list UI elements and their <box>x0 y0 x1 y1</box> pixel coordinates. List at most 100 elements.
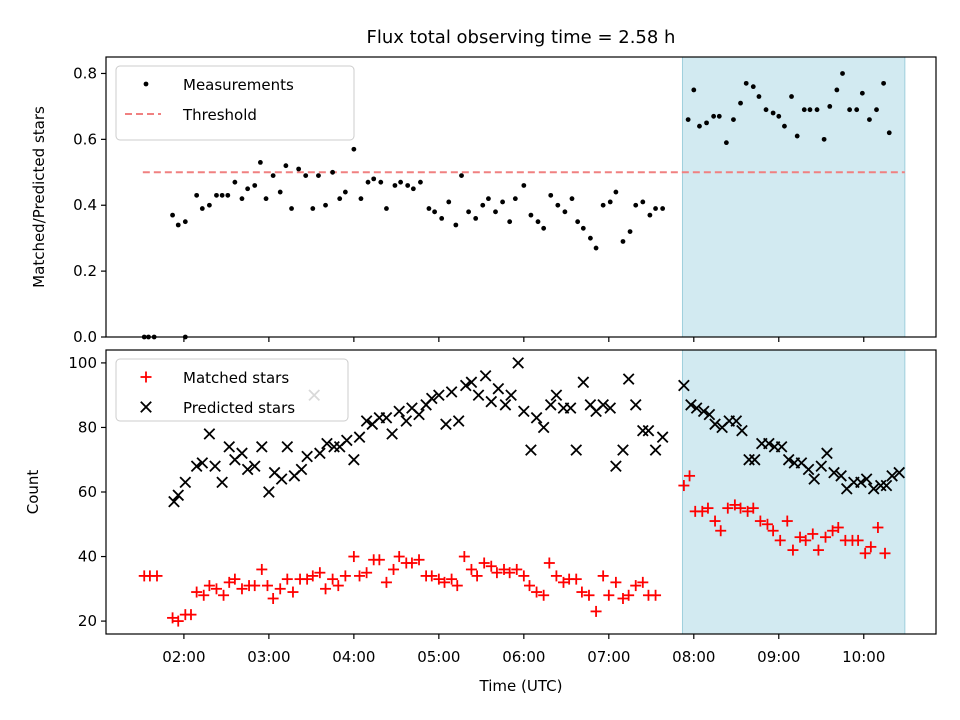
data-point <box>623 589 635 601</box>
data-point <box>255 440 268 453</box>
data-point <box>378 179 384 185</box>
data-point <box>815 460 828 473</box>
data-point <box>743 80 749 86</box>
data-point <box>650 589 662 601</box>
data-point <box>548 192 554 198</box>
data-point <box>832 522 844 533</box>
data-point <box>277 189 283 195</box>
data-point <box>281 573 293 585</box>
data-point <box>610 460 622 473</box>
data-point <box>530 411 543 424</box>
data-point <box>630 580 642 592</box>
data-point <box>604 402 617 414</box>
data-point <box>835 470 847 482</box>
data-point <box>748 453 761 466</box>
data-point <box>248 460 261 473</box>
data-point <box>767 525 779 537</box>
data-point <box>388 563 400 575</box>
data-point <box>512 196 518 202</box>
data-point <box>499 399 512 411</box>
data-point <box>151 570 163 582</box>
data-point <box>834 87 840 93</box>
y-tick-label: 0.6 <box>73 130 97 148</box>
data-point <box>597 570 609 582</box>
data-point <box>473 216 479 221</box>
data-point <box>537 421 550 434</box>
data-point <box>756 94 762 99</box>
data-point <box>301 450 313 463</box>
data-point <box>168 495 180 508</box>
y-tick-label: 0.8 <box>73 64 97 82</box>
legend-swatch <box>143 81 149 87</box>
data-point <box>310 206 316 211</box>
data-point <box>855 476 867 489</box>
data-point <box>617 444 629 456</box>
data-point <box>316 173 321 178</box>
data-point <box>216 476 228 489</box>
data-point <box>440 418 452 431</box>
data-point <box>535 219 541 225</box>
legend-label: Measurements <box>183 76 294 94</box>
data-point <box>245 186 251 192</box>
data-point <box>198 589 210 601</box>
data-point <box>182 219 188 225</box>
data-point <box>439 576 451 588</box>
data-point <box>775 440 788 453</box>
data-point <box>880 479 893 492</box>
data-point <box>323 202 328 208</box>
data-point <box>295 463 308 476</box>
x-tick-label: 10:00 <box>842 648 885 666</box>
data-point <box>348 551 360 563</box>
data-point <box>203 428 216 440</box>
data-point <box>583 589 595 601</box>
data-point <box>252 183 258 188</box>
y-tick-label: 100 <box>68 354 97 372</box>
data-point <box>613 189 619 195</box>
data-point <box>525 444 537 456</box>
legend-swatch <box>140 401 152 413</box>
data-point <box>353 431 366 443</box>
data-point <box>418 179 423 185</box>
data-point <box>453 222 459 228</box>
data-point <box>413 554 425 566</box>
data-point <box>358 196 364 202</box>
x-axis-label: Time (UTC) <box>479 677 563 695</box>
data-point <box>446 573 458 585</box>
data-point <box>185 609 197 621</box>
data-point <box>386 428 398 440</box>
data-point <box>257 160 263 165</box>
data-point <box>511 563 523 575</box>
data-point <box>380 576 392 588</box>
top-panel-frame <box>105 56 937 338</box>
data-point <box>541 225 547 231</box>
observing-window-shade <box>681 56 906 338</box>
data-point <box>704 120 709 126</box>
data-point <box>867 117 872 122</box>
data-point <box>340 434 353 447</box>
data-point <box>812 544 824 556</box>
data-point <box>465 563 477 575</box>
data-point <box>807 528 819 540</box>
data-point <box>562 209 568 215</box>
data-point <box>886 470 898 482</box>
data-point <box>249 580 261 592</box>
data-point <box>685 117 691 122</box>
data-point <box>531 586 543 598</box>
data-point <box>590 605 602 617</box>
y-tick-label: 20 <box>78 612 97 630</box>
data-point <box>696 505 708 517</box>
data-point <box>528 212 534 218</box>
data-point <box>617 593 629 604</box>
data-point <box>691 87 697 93</box>
data-point <box>881 80 886 86</box>
data-point <box>610 576 622 588</box>
data-point <box>232 179 238 185</box>
data-point <box>380 411 393 424</box>
data-point <box>348 453 360 466</box>
data-point <box>550 389 563 402</box>
data-point <box>491 567 503 579</box>
data-point <box>458 551 470 563</box>
data-point <box>564 402 577 414</box>
data-point <box>814 107 820 113</box>
data-point <box>384 206 389 211</box>
